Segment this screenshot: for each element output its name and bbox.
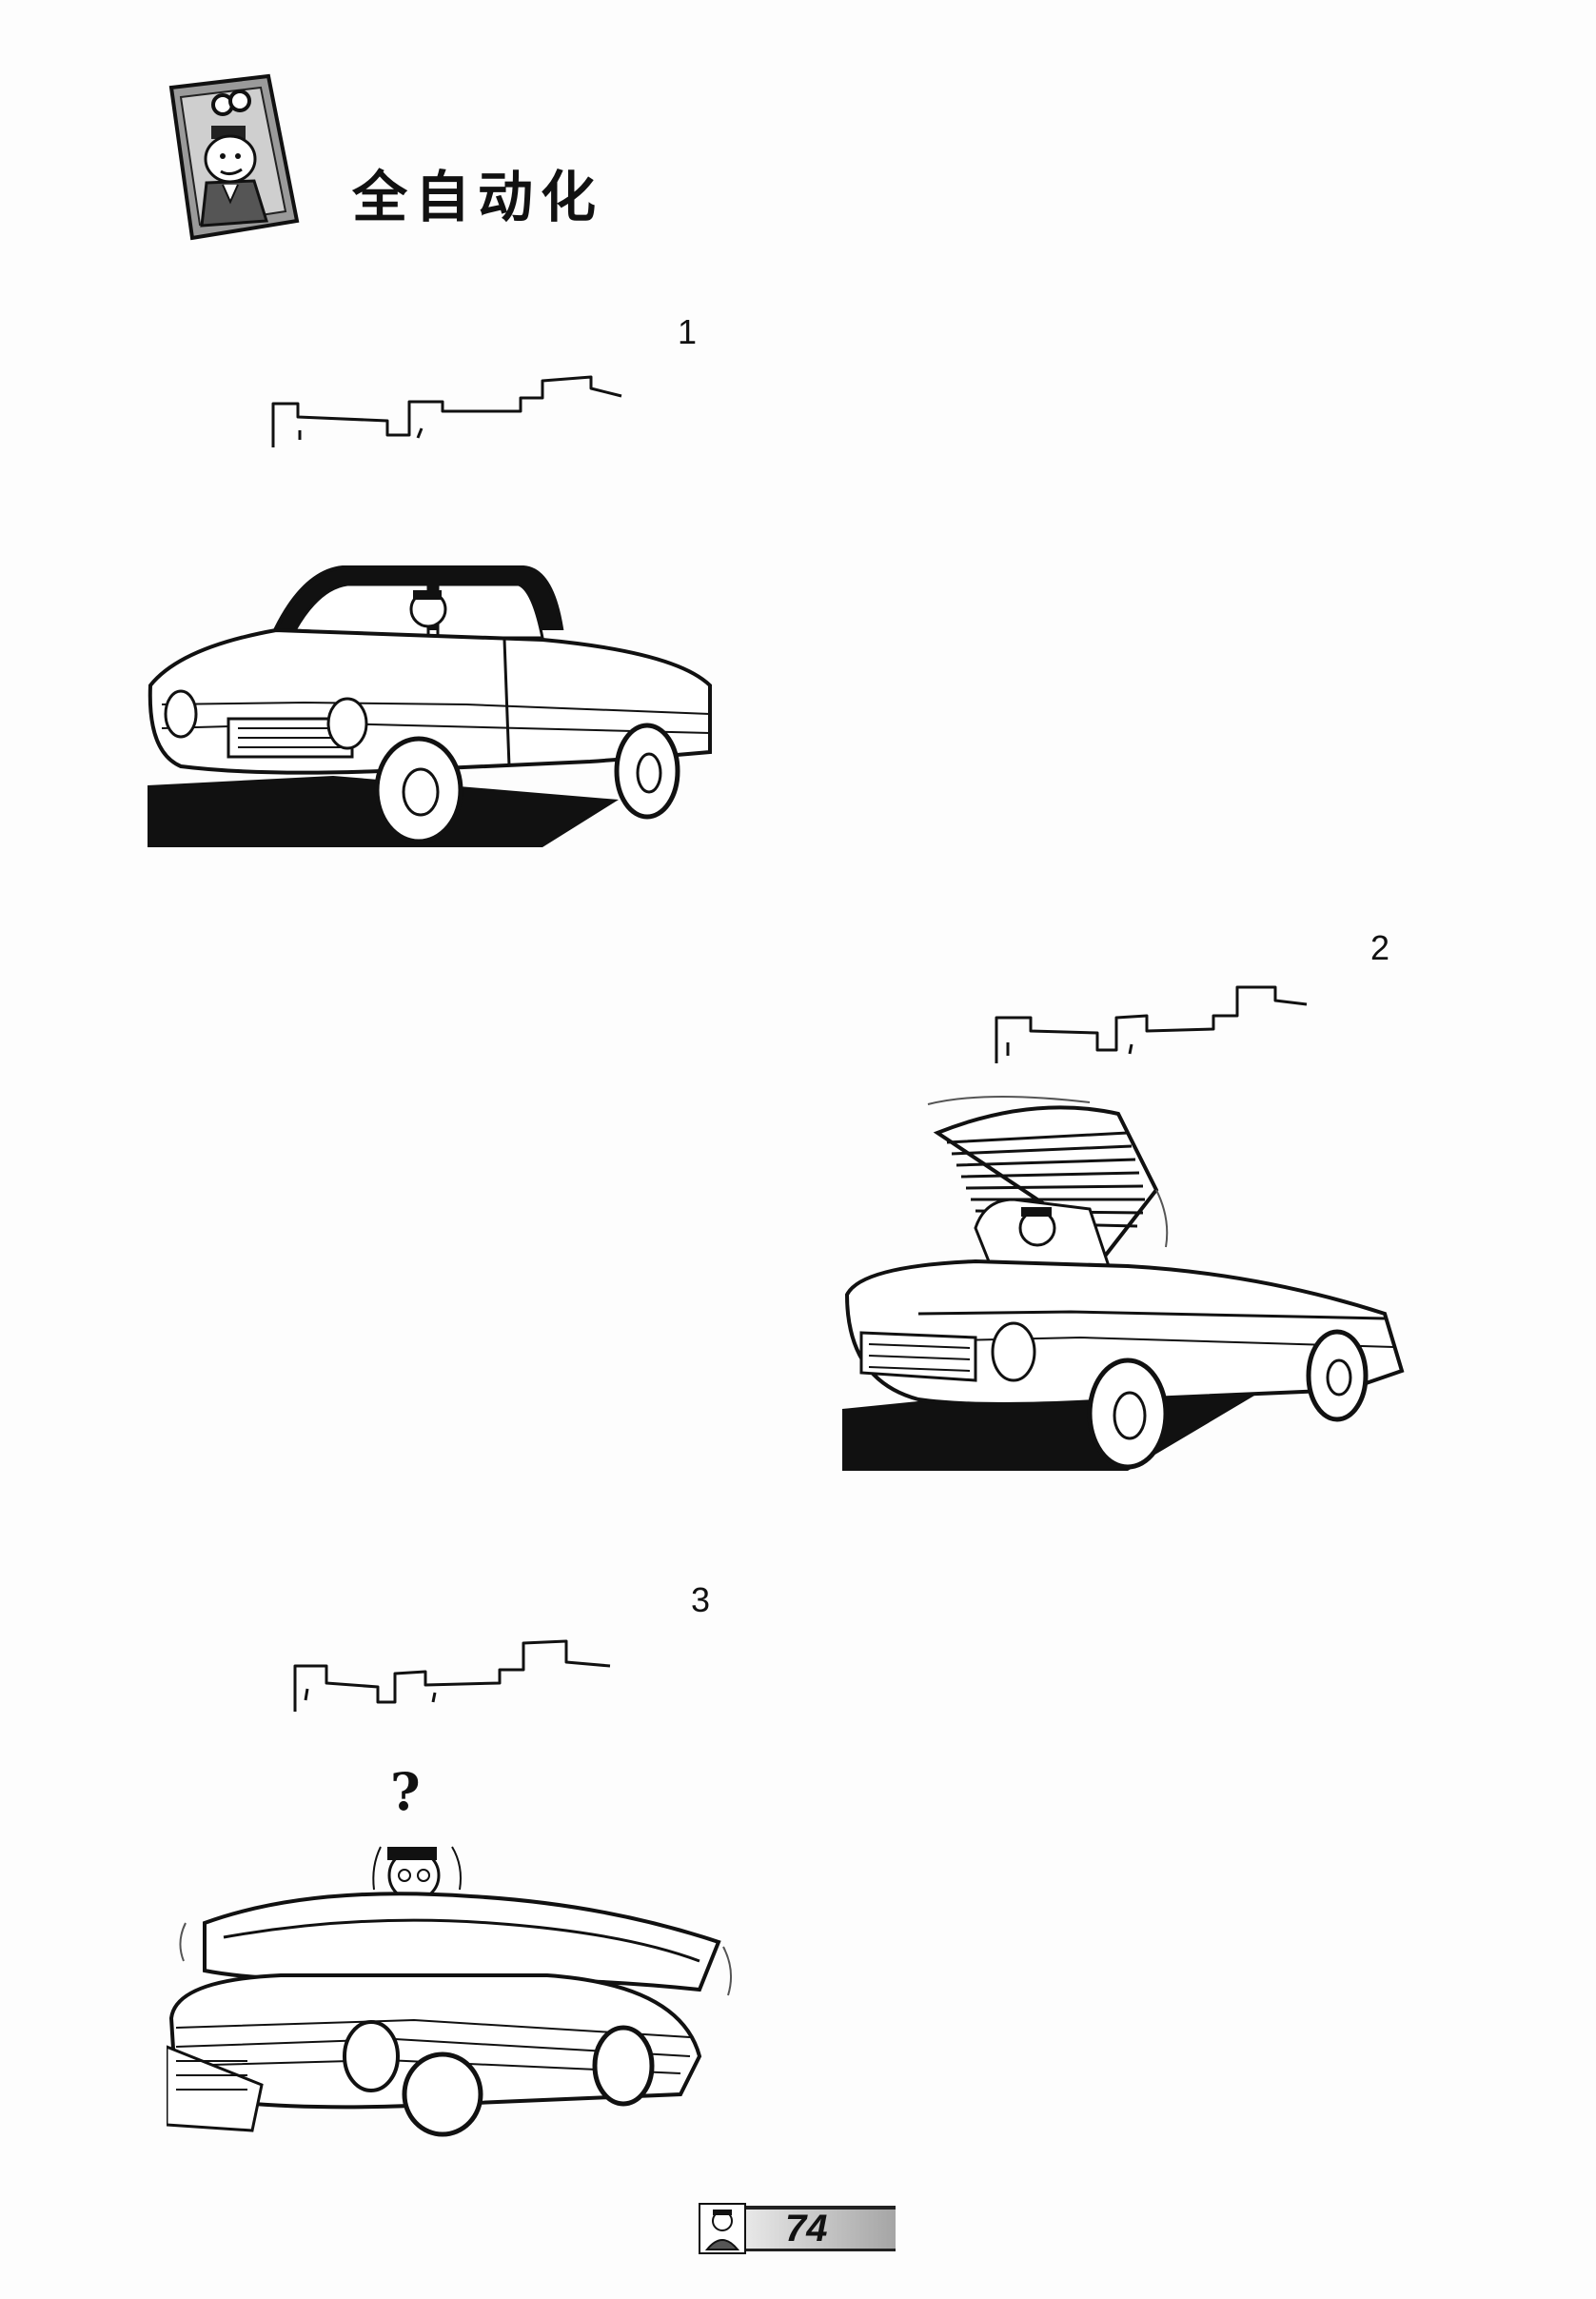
car-closed-roof: [148, 565, 712, 847]
page-number-badge: 74: [698, 2202, 897, 2255]
page-title: 全自动化: [352, 165, 604, 229]
character-portrait-icon: [699, 2203, 746, 2254]
page-number-bar: [745, 2206, 896, 2251]
panel-number-1: 1: [678, 312, 698, 351]
question-mark-bubble: ?: [390, 1761, 421, 1822]
city-skyline-3: [293, 1639, 611, 1712]
panel-number-3: 3: [691, 1580, 711, 1619]
car-roof-opening: [842, 1096, 1405, 1471]
character-portrait-note-icon: [168, 73, 300, 241]
page-number: 74: [785, 2208, 828, 2249]
city-skyline-1: [271, 375, 622, 447]
city-skyline-2: [995, 985, 1308, 1063]
car-collapsed: [167, 1846, 733, 2137]
panel-number-2: 2: [1370, 928, 1390, 967]
